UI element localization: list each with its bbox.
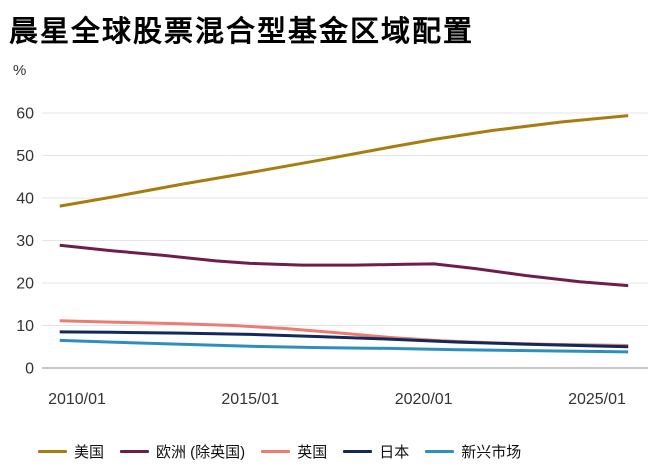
y-tick-label: 0 — [25, 361, 34, 378]
legend-label: 英国 — [297, 444, 328, 461]
chart-legend: 美国 欧洲 (除英国) 英国 日本 新兴市场 — [38, 441, 521, 462]
legend-item-japan: 日本 — [343, 441, 409, 462]
series-line-us — [59, 114, 629, 208]
x-tick-label: 2025/01 — [568, 391, 626, 408]
legend-item-uk: 英国 — [261, 441, 327, 462]
y-tick-label: 30 — [16, 233, 34, 250]
y-tick-label: 50 — [16, 148, 34, 165]
x-tick-label: 2020/01 — [395, 391, 453, 408]
legend-swatch-emerging-markets — [425, 450, 455, 453]
x-tick-label: 2010/01 — [48, 391, 106, 408]
legend-swatch-europe-ex-uk — [120, 450, 150, 453]
legend-label: 新兴市场 — [461, 444, 522, 461]
legend-item-us: 美国 — [38, 441, 104, 462]
y-tick-label: 60 — [16, 106, 34, 123]
y-axis-unit-label: % — [13, 62, 27, 79]
x-tick-label: 2015/01 — [221, 391, 279, 408]
y-tick-label: 10 — [16, 318, 34, 335]
legend-item-europe-ex-uk: 欧洲 (除英国) — [120, 441, 245, 462]
series-line-japan — [59, 330, 629, 349]
legend-swatch-japan — [343, 450, 373, 453]
y-tick-label: 40 — [16, 191, 34, 208]
series-line-europe-ex-uk — [59, 243, 629, 288]
legend-swatch-us — [38, 450, 67, 453]
legend-label: 日本 — [379, 444, 410, 461]
legend-label: 美国 — [74, 444, 105, 461]
legend-label: 欧洲 (除英国) — [156, 444, 246, 461]
legend-item-emerging-markets: 新兴市场 — [425, 441, 521, 462]
y-tick-label: 20 — [16, 276, 34, 293]
legend-swatch-uk — [261, 450, 291, 453]
chart-title: 晨星全球股票混合型基金区域配置 — [9, 16, 475, 48]
series-line-emerging-markets — [59, 338, 629, 354]
